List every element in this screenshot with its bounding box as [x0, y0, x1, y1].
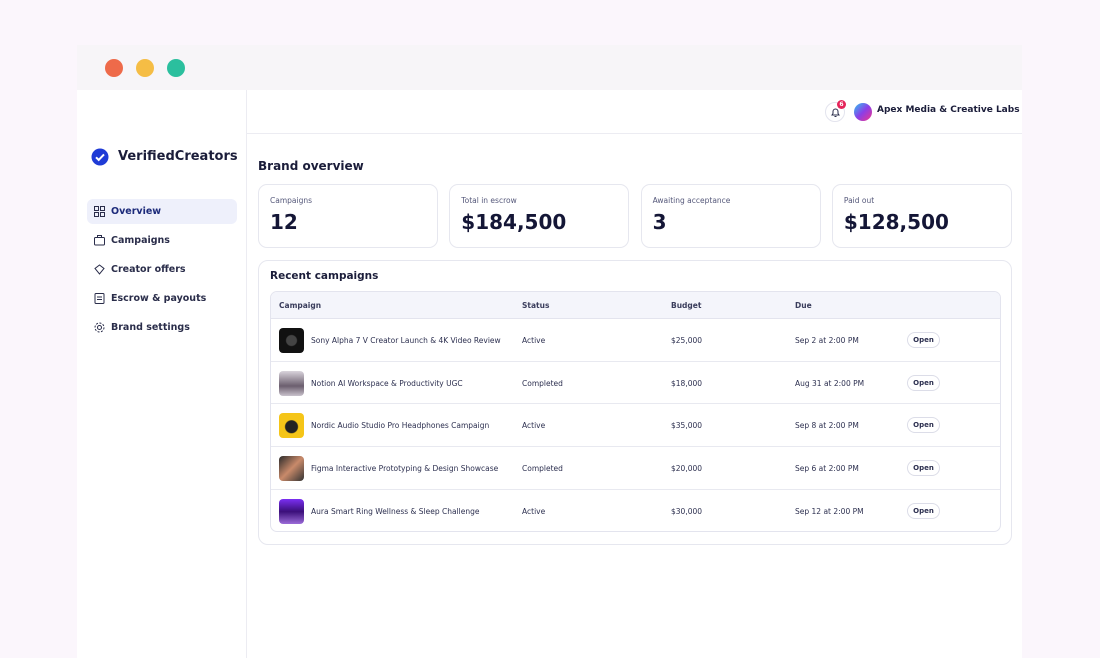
nav-icon [94, 293, 105, 304]
stat-card: Campaigns 12 [258, 184, 438, 248]
nav-item[interactable]: Overview [87, 199, 237, 224]
stat-label: Total in escrow [461, 196, 517, 205]
cell-budget: $30,000 [671, 506, 703, 516]
open-button[interactable]: Open [907, 417, 940, 434]
campaigns-panel: Recent campaigns Campaign Status Budget Due… [258, 260, 1012, 545]
nav-item[interactable]: Campaigns [87, 228, 237, 253]
stat-label: Paid out [843, 196, 875, 205]
cell-name: Sony Alpha 7 V Creator Launch & 4K Video… [311, 336, 501, 345]
section-title: Brand overview [258, 159, 364, 173]
cell-name: Notion AI Workspace & Productivity UGC [311, 378, 463, 388]
stat-value: 3 [652, 210, 667, 234]
column-header: Due [795, 301, 812, 310]
notification-badge: 6 [837, 100, 846, 109]
maximize-dot[interactable] [167, 59, 185, 77]
nav-icon [94, 322, 105, 333]
cell-due: Sep 2 at 2:00 PM [795, 336, 859, 345]
panel-title: Recent campaigns [270, 270, 379, 282]
stat-label: Campaigns [270, 196, 313, 205]
open-button[interactable]: Open [907, 502, 940, 519]
stat-card: Total in escrow $184,500 [449, 184, 630, 248]
brand-logo [91, 148, 109, 166]
cell-budget: $25,000 [671, 336, 703, 345]
table-row: Nordic Audio Studio Pro Headphones Campa… [271, 404, 1000, 448]
close-dot[interactable] [105, 59, 123, 77]
nav-item[interactable]: Creator offers [87, 257, 237, 282]
cell-budget: $18,000 [671, 378, 703, 388]
cell-budget: $20,000 [671, 464, 703, 474]
top-bar: 6 Apex Media & Creative Labs [247, 90, 1022, 134]
cell-status: Completed [522, 464, 563, 474]
campaign-thumbnail [279, 456, 304, 482]
campaign-thumbnail [279, 413, 304, 439]
campaign-thumbnail [279, 498, 304, 524]
column-header: Status [522, 301, 550, 310]
cell-budget: $35,000 [671, 421, 703, 431]
stat-card: Paid out $128,500 [831, 184, 1012, 248]
table-row: Figma Interactive Prototyping & Design S… [271, 447, 1000, 490]
minimize-dot[interactable] [136, 59, 154, 77]
table-row: Notion AI Workspace & Productivity UGC Co… [271, 362, 1000, 405]
account-avatar[interactable] [854, 103, 872, 121]
table-row: Aura Smart Ring Wellness & Sleep Challen… [271, 490, 1000, 531]
stat-value: $184,500 [461, 210, 567, 234]
cell-name: Aura Smart Ring Wellness & Sleep Challen… [311, 506, 480, 516]
nav-item[interactable]: Brand settings [87, 315, 237, 340]
cell-status: Active [522, 336, 546, 345]
cell-status: Active [522, 421, 546, 431]
open-button[interactable]: Open [907, 460, 940, 477]
cell-due: Sep 12 at 2:00 PM [795, 506, 864, 516]
table-header: Campaign Status Budget Due [271, 292, 1000, 319]
cell-due: Sep 8 at 2:00 PM [795, 421, 859, 431]
cell-status: Completed [522, 378, 563, 388]
stat-value: 12 [270, 210, 298, 234]
column-header: Campaign [279, 301, 322, 310]
campaign-thumbnail [279, 328, 304, 353]
stat-label: Awaiting acceptance [652, 196, 731, 205]
table-row: Sony Alpha 7 V Creator Launch & 4K Video… [271, 319, 1000, 362]
nav-icon [94, 206, 105, 217]
column-header: Budget [671, 301, 702, 310]
nav-item[interactable]: Escrow & payouts [87, 286, 237, 311]
nav-label: Overview [111, 206, 162, 217]
campaign-thumbnail [279, 370, 304, 396]
cell-name: Nordic Audio Studio Pro Headphones Campa… [311, 421, 490, 431]
open-button[interactable]: Open [907, 332, 940, 348]
cell-name: Figma Interactive Prototyping & Design S… [311, 464, 499, 474]
notifications-button[interactable] [825, 102, 845, 122]
brand-name: VerifiedCreators [118, 149, 238, 164]
app-window: VerifiedCreators Overview Campaigns Creato… [77, 45, 1022, 658]
stat-value: $128,500 [843, 210, 949, 234]
nav-label: Brand settings [111, 322, 190, 333]
account-name[interactable]: Apex Media & Creative Labs [877, 105, 1020, 115]
bell-icon [831, 108, 840, 117]
cell-due: Aug 31 at 2:00 PM [795, 378, 865, 388]
open-button[interactable]: Open [907, 374, 940, 391]
title-bar [77, 45, 1022, 90]
nav-label: Escrow & payouts [111, 293, 207, 304]
stat-card: Awaiting acceptance 3 [640, 184, 821, 248]
sidebar: VerifiedCreators Overview Campaigns Creato… [77, 90, 247, 658]
nav-label: Creator offers [111, 264, 186, 275]
nav-icon [94, 264, 105, 275]
cell-status: Active [522, 506, 546, 516]
campaigns-table: Campaign Status Budget Due Sony Alpha 7 V C… [270, 291, 1001, 532]
nav-label: Campaigns [111, 235, 170, 246]
nav-icon [94, 235, 105, 246]
cell-due: Sep 6 at 2:00 PM [795, 464, 859, 474]
